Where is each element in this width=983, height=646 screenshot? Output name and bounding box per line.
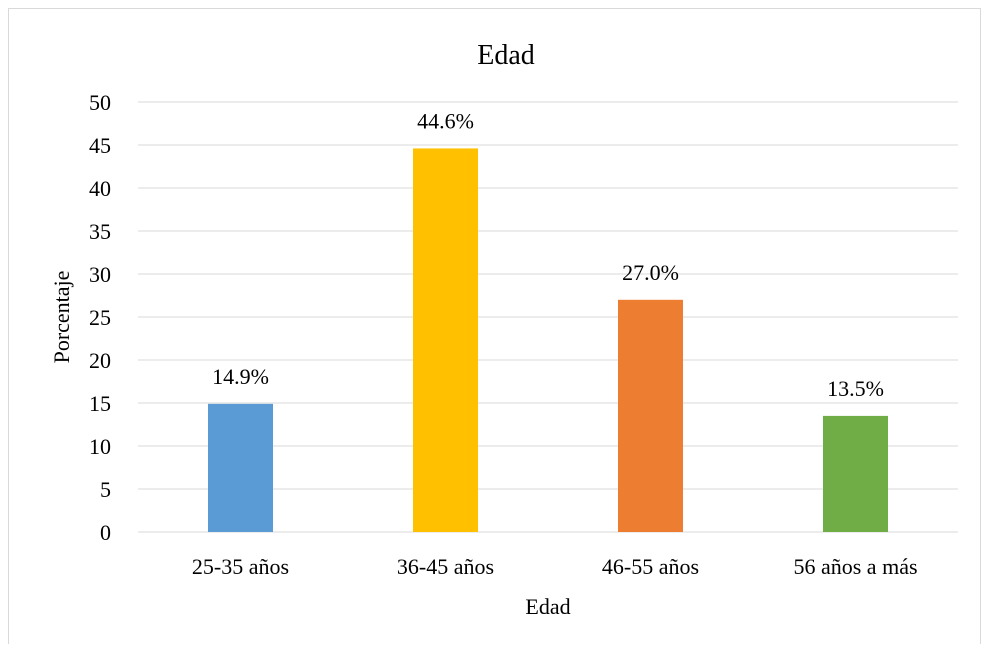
y-tick-label: 0 xyxy=(100,520,111,545)
data-labels: 14.9% 44.6% 27.0% 13.5% xyxy=(212,108,884,400)
data-label: 27.0% xyxy=(622,260,679,285)
chart-title: Edad xyxy=(477,40,535,71)
bar xyxy=(413,148,478,532)
bars xyxy=(208,148,888,532)
x-tick-label: 25-35 años xyxy=(192,554,289,579)
y-tick-label: 30 xyxy=(89,262,111,287)
x-tick-label: 56 años a más xyxy=(793,554,917,579)
y-axis-label: Porcentaje xyxy=(49,271,74,364)
y-tick-label: 50 xyxy=(89,90,111,115)
y-tick-label: 25 xyxy=(89,305,111,330)
y-tick-label: 15 xyxy=(89,391,111,416)
chart-frame xyxy=(8,8,981,644)
x-tick-label: 36-45 años xyxy=(397,554,494,579)
y-axis-ticks: 0 5 10 15 20 25 30 35 40 45 50 xyxy=(89,90,111,545)
x-axis-label: Edad xyxy=(525,594,570,619)
y-tick-label: 35 xyxy=(89,219,111,244)
y-tick-label: 20 xyxy=(89,348,111,373)
gridlines xyxy=(138,101,958,533)
y-tick-label: 40 xyxy=(89,176,111,201)
x-tick-label: 46-55 años xyxy=(602,554,699,579)
bar xyxy=(618,299,683,532)
y-tick-label: 5 xyxy=(100,477,111,502)
bar xyxy=(823,415,888,532)
x-axis-ticks: 25-35 años 36-45 años 46-55 años 56 años a … xyxy=(192,554,918,579)
bar xyxy=(208,403,273,532)
data-label: 13.5% xyxy=(827,376,884,401)
data-label: 14.9% xyxy=(212,364,269,389)
y-tick-label: 45 xyxy=(89,133,111,158)
data-label: 44.6% xyxy=(417,108,474,133)
y-tick-label: 10 xyxy=(89,434,111,459)
